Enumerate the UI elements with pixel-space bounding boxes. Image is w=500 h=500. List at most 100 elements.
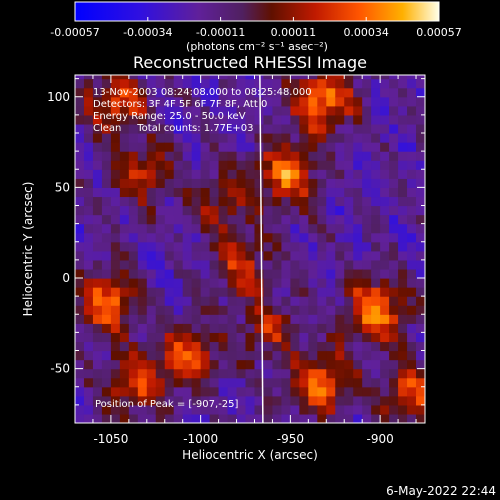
heatmap-cell	[218, 142, 229, 152]
heatmap-cell	[398, 123, 408, 134]
heatmap-cell	[290, 296, 300, 306]
heatmap-cell	[272, 75, 283, 80]
heatmap-cell	[119, 368, 130, 379]
heatmap-cell	[227, 151, 238, 161]
heatmap-cell	[317, 105, 327, 116]
heatmap-cell	[326, 314, 336, 324]
heatmap-cell	[200, 395, 211, 406]
heatmap-cell	[75, 75, 85, 80]
heatmap-cell	[101, 296, 112, 306]
heatmap-cell	[344, 133, 354, 143]
heatmap-cell	[299, 196, 309, 207]
heatmap-cell	[137, 377, 148, 388]
heatmap-cell	[245, 368, 256, 379]
heatmap-cell	[119, 305, 130, 315]
heatmap-cell	[290, 214, 300, 225]
heatmap-cell	[146, 250, 157, 261]
heatmap-cell	[344, 232, 354, 243]
heatmap-cell	[245, 96, 256, 107]
heatmap-cell	[380, 241, 390, 252]
heatmap-cell	[83, 259, 94, 270]
heatmap-cell	[101, 259, 112, 270]
heatmap-cell	[371, 78, 381, 89]
heatmap-cell	[389, 96, 399, 107]
heatmap-cell	[245, 169, 256, 179]
heatmap-cell	[200, 241, 211, 252]
heatmap-cell	[290, 160, 300, 170]
heatmap-cell	[407, 278, 417, 288]
heatmap-cell	[299, 305, 309, 315]
heatmap-cell	[209, 241, 220, 252]
heatmap-cell	[299, 314, 309, 324]
heatmap-cell	[164, 133, 175, 143]
heatmap-cell	[119, 314, 130, 324]
heatmap-cell	[236, 187, 247, 198]
heatmap-cell	[380, 114, 390, 125]
heatmap-cell	[398, 114, 408, 125]
heatmap-cell	[416, 151, 425, 161]
heatmap-cell	[75, 395, 85, 406]
heatmap-cell	[101, 413, 112, 423]
heatmap-cell	[353, 75, 363, 80]
heatmap-cell	[137, 241, 148, 252]
heatmap-cell	[371, 87, 381, 98]
heatmap-cell	[245, 151, 256, 161]
heatmap-cell	[83, 133, 94, 143]
heatmap-cell	[236, 105, 247, 116]
heatmap-cell	[380, 178, 390, 188]
heatmap-cell	[209, 133, 220, 143]
heatmap-cell	[191, 205, 202, 216]
heatmap-cell	[326, 305, 336, 315]
heatmap-cell	[173, 296, 184, 306]
heatmap-cell	[173, 232, 184, 243]
heatmap-cell	[164, 187, 175, 198]
heatmap-cell	[317, 332, 327, 343]
heatmap-cell	[308, 114, 318, 125]
heatmap-cell	[254, 241, 265, 252]
heatmap-cell	[362, 223, 372, 234]
heatmap-cell	[245, 87, 256, 98]
heatmap-cell	[128, 404, 139, 415]
heatmap-cell	[227, 250, 238, 261]
heatmap-cell	[335, 123, 345, 134]
heatmap-cell	[389, 114, 399, 125]
heatmap-cell	[344, 78, 354, 89]
heatmap-cell	[362, 268, 372, 279]
heatmap-cell	[110, 259, 121, 270]
heatmap-cell	[308, 178, 318, 188]
heatmap-cell	[75, 241, 85, 252]
x-tick-label: -900	[367, 432, 394, 446]
heatmap-cell	[362, 259, 372, 270]
heatmap-cell	[83, 250, 94, 261]
heatmap-cell	[299, 114, 309, 125]
colorbar: -0.00057 -0.00034 -0.00011 0.00011 0.00034 0.…	[50, 1, 462, 53]
heatmap-cell	[155, 75, 166, 80]
heatmap-cell	[110, 196, 121, 207]
heatmap-cell	[398, 350, 408, 361]
colorbar-unit-label: (photons cm⁻² s⁻¹ asec⁻²)	[186, 40, 328, 53]
heatmap-cell	[155, 386, 166, 397]
heatmap-cell	[290, 314, 300, 324]
heatmap-cell	[218, 341, 229, 352]
heatmap-cell	[227, 413, 238, 423]
heatmap-cell	[227, 96, 238, 107]
heatmap-cell	[362, 386, 372, 397]
heatmap-cell	[155, 413, 166, 423]
heatmap-cell	[119, 96, 130, 107]
colorbar-tick-label: 0.00034	[343, 26, 389, 39]
heatmap-cell	[416, 178, 425, 188]
heatmap-cell	[317, 205, 327, 216]
heatmap-cell	[416, 404, 425, 415]
heatmap-cell	[317, 123, 327, 134]
heatmap-cell	[191, 187, 202, 198]
heatmap-cell	[290, 105, 300, 116]
heatmap-cell	[182, 151, 193, 161]
heatmap-cell	[371, 178, 381, 188]
heatmap-cell	[209, 232, 220, 243]
heatmap-cell	[137, 223, 148, 234]
heatmap-cell	[146, 214, 157, 225]
heatmap-cell	[128, 350, 139, 361]
heatmap-cell	[353, 178, 363, 188]
heatmap-cell	[245, 160, 256, 170]
heatmap-cell	[299, 359, 309, 370]
